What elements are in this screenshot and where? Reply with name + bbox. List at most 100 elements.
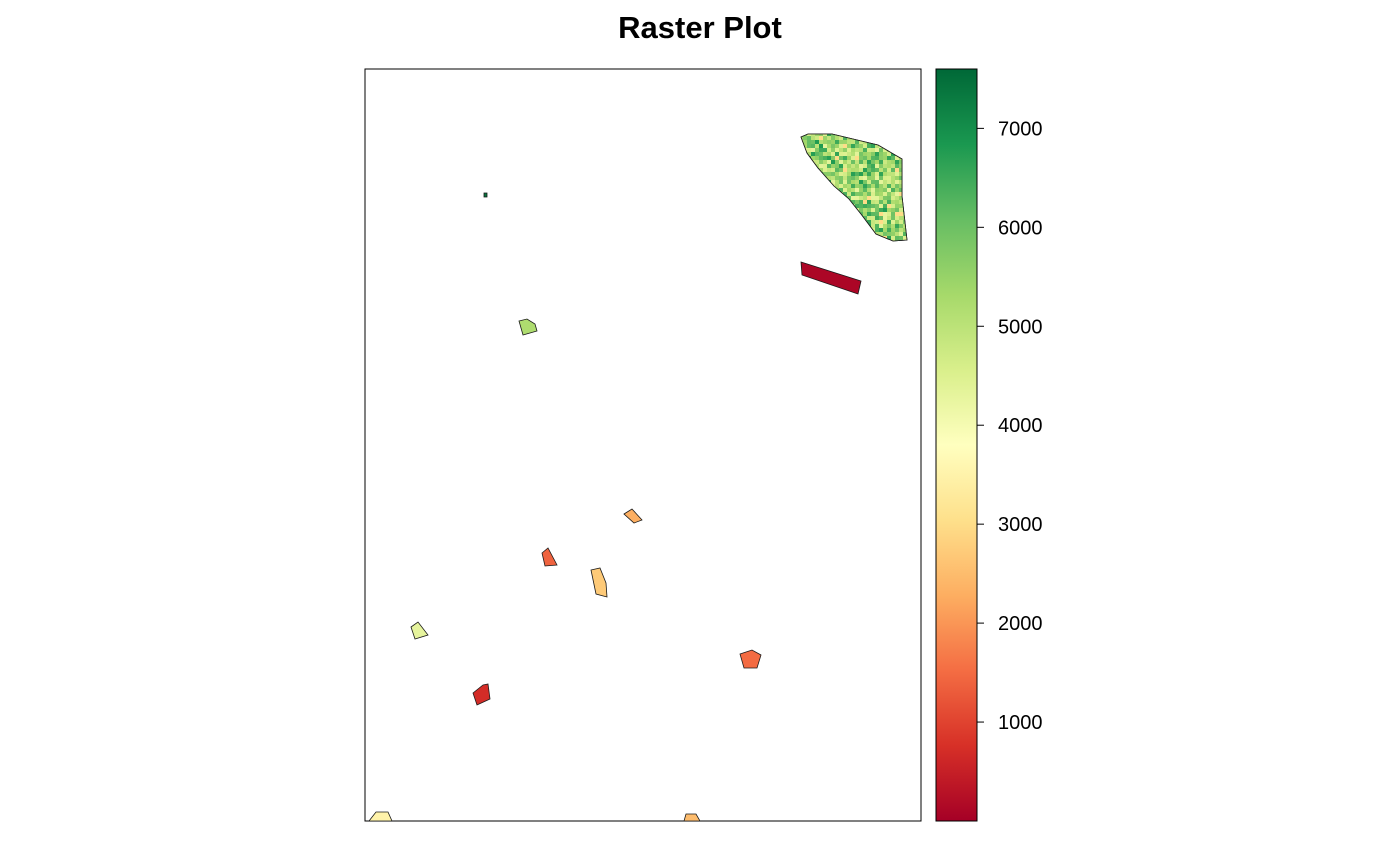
raster-cell: [867, 156, 871, 160]
raster-cell: [871, 164, 875, 168]
raster-cell: [823, 172, 827, 176]
raster-cell: [851, 172, 855, 176]
raster-cell: [863, 168, 867, 172]
raster-cell: [891, 184, 895, 188]
raster-cell: [879, 212, 883, 216]
raster-cell: [891, 228, 895, 232]
raster-cell: [863, 200, 867, 204]
raster-cell: [827, 160, 831, 164]
raster-patch-north-small-field: [518, 318, 538, 336]
raster-cell: [891, 188, 895, 192]
raster-cell: [823, 140, 827, 144]
raster-cell: [823, 156, 827, 160]
raster-cell: [811, 148, 815, 152]
raster-cell: [871, 180, 875, 184]
raster-cell: [863, 212, 867, 216]
raster-patch-outline: [800, 133, 908, 242]
raster-cell: [875, 204, 879, 208]
raster-cell: [891, 236, 895, 240]
colorbar-tick-label: 4000: [998, 415, 1043, 437]
raster-cell: [859, 200, 863, 204]
raster-cell: [859, 192, 863, 196]
raster-cell: [859, 144, 863, 148]
raster-cell: [867, 160, 871, 164]
raster-cell: [891, 192, 895, 196]
raster-cell: [863, 204, 867, 208]
raster-cell: [835, 176, 839, 180]
raster-cell: [851, 164, 855, 168]
raster-cell: [887, 180, 891, 184]
raster-cell: [847, 140, 851, 144]
raster-cell: [819, 156, 823, 160]
raster-cell: [867, 204, 871, 208]
raster-cell: [879, 160, 883, 164]
raster-cell: [891, 212, 895, 216]
raster-cell: [839, 168, 843, 172]
raster-cell: [887, 232, 891, 236]
raster-cell: [855, 168, 859, 172]
raster-cell: [863, 172, 867, 176]
raster-cell: [875, 144, 879, 148]
raster-cell: [839, 156, 843, 160]
raster-cell: [875, 164, 879, 168]
raster-cell: [827, 144, 831, 148]
raster-cell: [883, 156, 887, 160]
raster-cell: [867, 196, 871, 200]
raster-cell: [819, 144, 823, 148]
raster-cell: [875, 224, 879, 228]
raster-cell: [827, 156, 831, 160]
raster-cell: [827, 140, 831, 144]
raster-cell: [895, 168, 899, 172]
raster-cell: [887, 156, 891, 160]
raster-cell: [839, 152, 843, 156]
raster-cell: [847, 144, 851, 148]
raster-cell: [883, 200, 887, 204]
raster-cell: [891, 176, 895, 180]
raster-cell: [891, 172, 895, 176]
raster-cell: [891, 156, 895, 160]
raster-cell: [887, 228, 891, 232]
raster-cell: [815, 136, 819, 140]
raster-cell: [807, 144, 811, 148]
raster-cell: [843, 168, 847, 172]
raster-cell: [871, 224, 875, 228]
raster-cell: [835, 152, 839, 156]
raster-cell: [843, 164, 847, 168]
raster-cell: [883, 188, 887, 192]
raster-cell: [863, 152, 867, 156]
raster-cell: [831, 160, 835, 164]
raster-cell: [811, 152, 815, 156]
raster-cell: [831, 172, 835, 176]
raster-cell: [879, 228, 883, 232]
raster-cell: [875, 208, 879, 212]
raster-cell: [855, 140, 859, 144]
raster-cell: [899, 176, 903, 180]
raster-cell: [863, 180, 867, 184]
raster-cell: [879, 156, 883, 160]
raster-cell: [843, 172, 847, 176]
raster-cell: [827, 176, 831, 180]
raster-cell: [855, 172, 859, 176]
raster-patch-ne-strip: [800, 261, 862, 295]
raster-cell: [883, 208, 887, 212]
raster-cell: [847, 156, 851, 160]
raster-cell: [823, 168, 827, 172]
raster-cell: [879, 208, 883, 212]
raster-cell: [855, 144, 859, 148]
raster-cell: [847, 188, 851, 192]
raster-cell: [891, 168, 895, 172]
raster-cell: [835, 168, 839, 172]
raster-cell: [859, 148, 863, 152]
raster-cell: [895, 236, 899, 240]
raster-cell: [879, 180, 883, 184]
raster-cell: [839, 144, 843, 148]
raster-patch-south-field: [472, 683, 491, 706]
chart-title: Raster Plot: [618, 10, 782, 45]
plot-panel: [364, 68, 922, 822]
raster-cell: [899, 228, 903, 232]
raster-cell: [851, 156, 855, 160]
raster-cell: [839, 148, 843, 152]
raster-patch-west-field: [410, 621, 429, 640]
raster-cell: [887, 152, 891, 156]
raster-cell: [831, 180, 835, 184]
